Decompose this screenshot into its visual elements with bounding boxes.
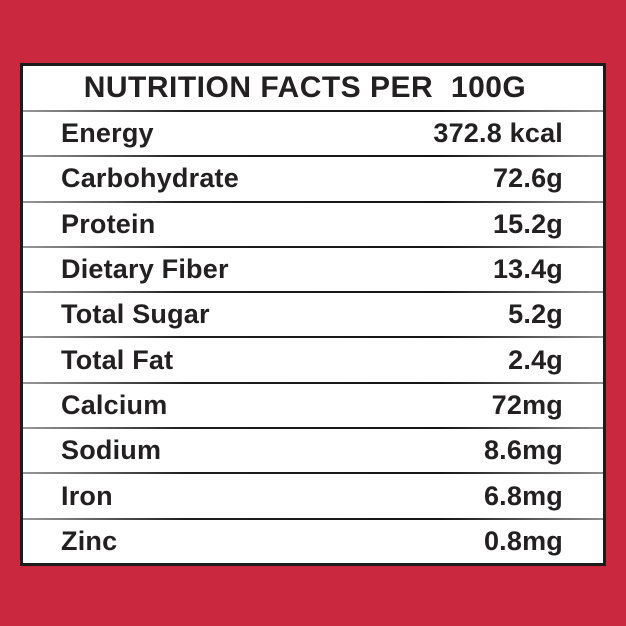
table-row: Carbohydrate 72.6g: [23, 155, 603, 201]
table-rows: Energy 372.8 kcal Carbohydrate 72.6g Protein…: [23, 110, 603, 563]
nutrient-value: 2.4g: [508, 344, 563, 375]
nutrient-value: 372.8 kcal: [433, 118, 563, 149]
nutrient-label: Dietary Fiber: [61, 254, 229, 285]
table-row: Total Fat 2.4g: [23, 336, 603, 382]
table-row: Iron 6.8mg: [23, 472, 603, 518]
table-row: Calcium 72mg: [23, 381, 603, 428]
table-title: NUTRITION FACTS PER 100G: [83, 71, 527, 104]
nutrient-label: Total Fat: [61, 344, 174, 375]
table-row: Total Sugar 5.2g: [23, 291, 603, 337]
nutrient-label: Total Sugar: [61, 299, 210, 330]
nutrient-value: 15.2g: [492, 208, 563, 239]
nutrition-facts-table: NUTRITION FACTS PER 100G Energy 372.8 kca…: [20, 63, 606, 566]
nutrient-value: 0.8mg: [483, 525, 563, 556]
nutrient-label: Carbohydrate: [61, 163, 239, 194]
nutrient-label: Energy: [61, 118, 154, 149]
nutrient-value: 13.4g: [492, 254, 563, 285]
nutrient-label: Calcium: [61, 389, 168, 420]
nutrient-value: 72mg: [491, 389, 563, 420]
nutrient-label: Protein: [61, 208, 156, 239]
nutrient-label: Sodium: [61, 435, 162, 466]
nutrient-value: 8.6mg: [483, 435, 563, 466]
nutrient-value: 6.8mg: [483, 480, 563, 511]
table-row: Protein 15.2g: [23, 200, 603, 246]
table-row: Dietary Fiber 13.4g: [23, 245, 603, 292]
table-header: NUTRITION FACTS PER 100G: [23, 66, 603, 110]
nutrient-label: Zinc: [61, 525, 118, 556]
table-row: Energy 372.8 kcal: [23, 110, 603, 156]
nutrient-value: 5.2g: [508, 299, 563, 330]
table-row: Zinc 0.8mg: [23, 517, 603, 563]
nutrient-label: Iron: [61, 480, 113, 511]
table-row: Sodium 8.6mg: [23, 427, 603, 473]
nutrient-value: 72.6g: [492, 163, 563, 194]
